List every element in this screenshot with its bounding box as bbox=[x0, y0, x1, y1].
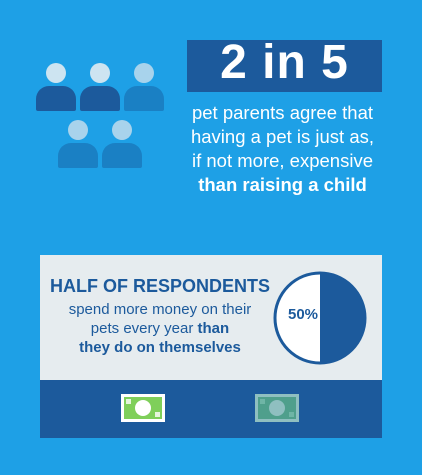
money-strip bbox=[40, 380, 382, 438]
description-line: having a pet is just as, bbox=[190, 126, 375, 147]
description-emphasis: than raising a child bbox=[198, 174, 367, 195]
stat-headline: 2 in 5 bbox=[220, 36, 349, 89]
panel-line: spend more money on their bbox=[68, 301, 252, 318]
percent-pie bbox=[273, 271, 367, 365]
panel-line-plain: pets every year bbox=[90, 320, 194, 337]
pie-filled-half bbox=[320, 273, 365, 363]
person-icon bbox=[78, 63, 122, 121]
description-line: if not more, expensive bbox=[192, 150, 373, 171]
person-icon bbox=[100, 120, 144, 178]
percent-label: 50% bbox=[287, 306, 319, 323]
panel-line-bold: they do on themselves bbox=[79, 339, 241, 356]
stat-description: pet parents agree that having a pet is j… bbox=[170, 101, 395, 197]
person-icon bbox=[56, 120, 100, 178]
panel-description: spend more money on their pets every yea… bbox=[50, 300, 270, 357]
panel-line-bold: than bbox=[197, 320, 230, 337]
dollar-bill-icon bbox=[255, 394, 299, 422]
stat-banner bbox=[187, 40, 382, 92]
dollar-bill-icon bbox=[121, 394, 165, 422]
description-line: pet parents agree that bbox=[191, 102, 374, 123]
panel-line: pets every year than bbox=[50, 319, 270, 338]
panel-title: HALF OF RESPONDENTS bbox=[50, 276, 271, 296]
person-icon bbox=[122, 63, 166, 121]
person-icon bbox=[34, 63, 78, 121]
